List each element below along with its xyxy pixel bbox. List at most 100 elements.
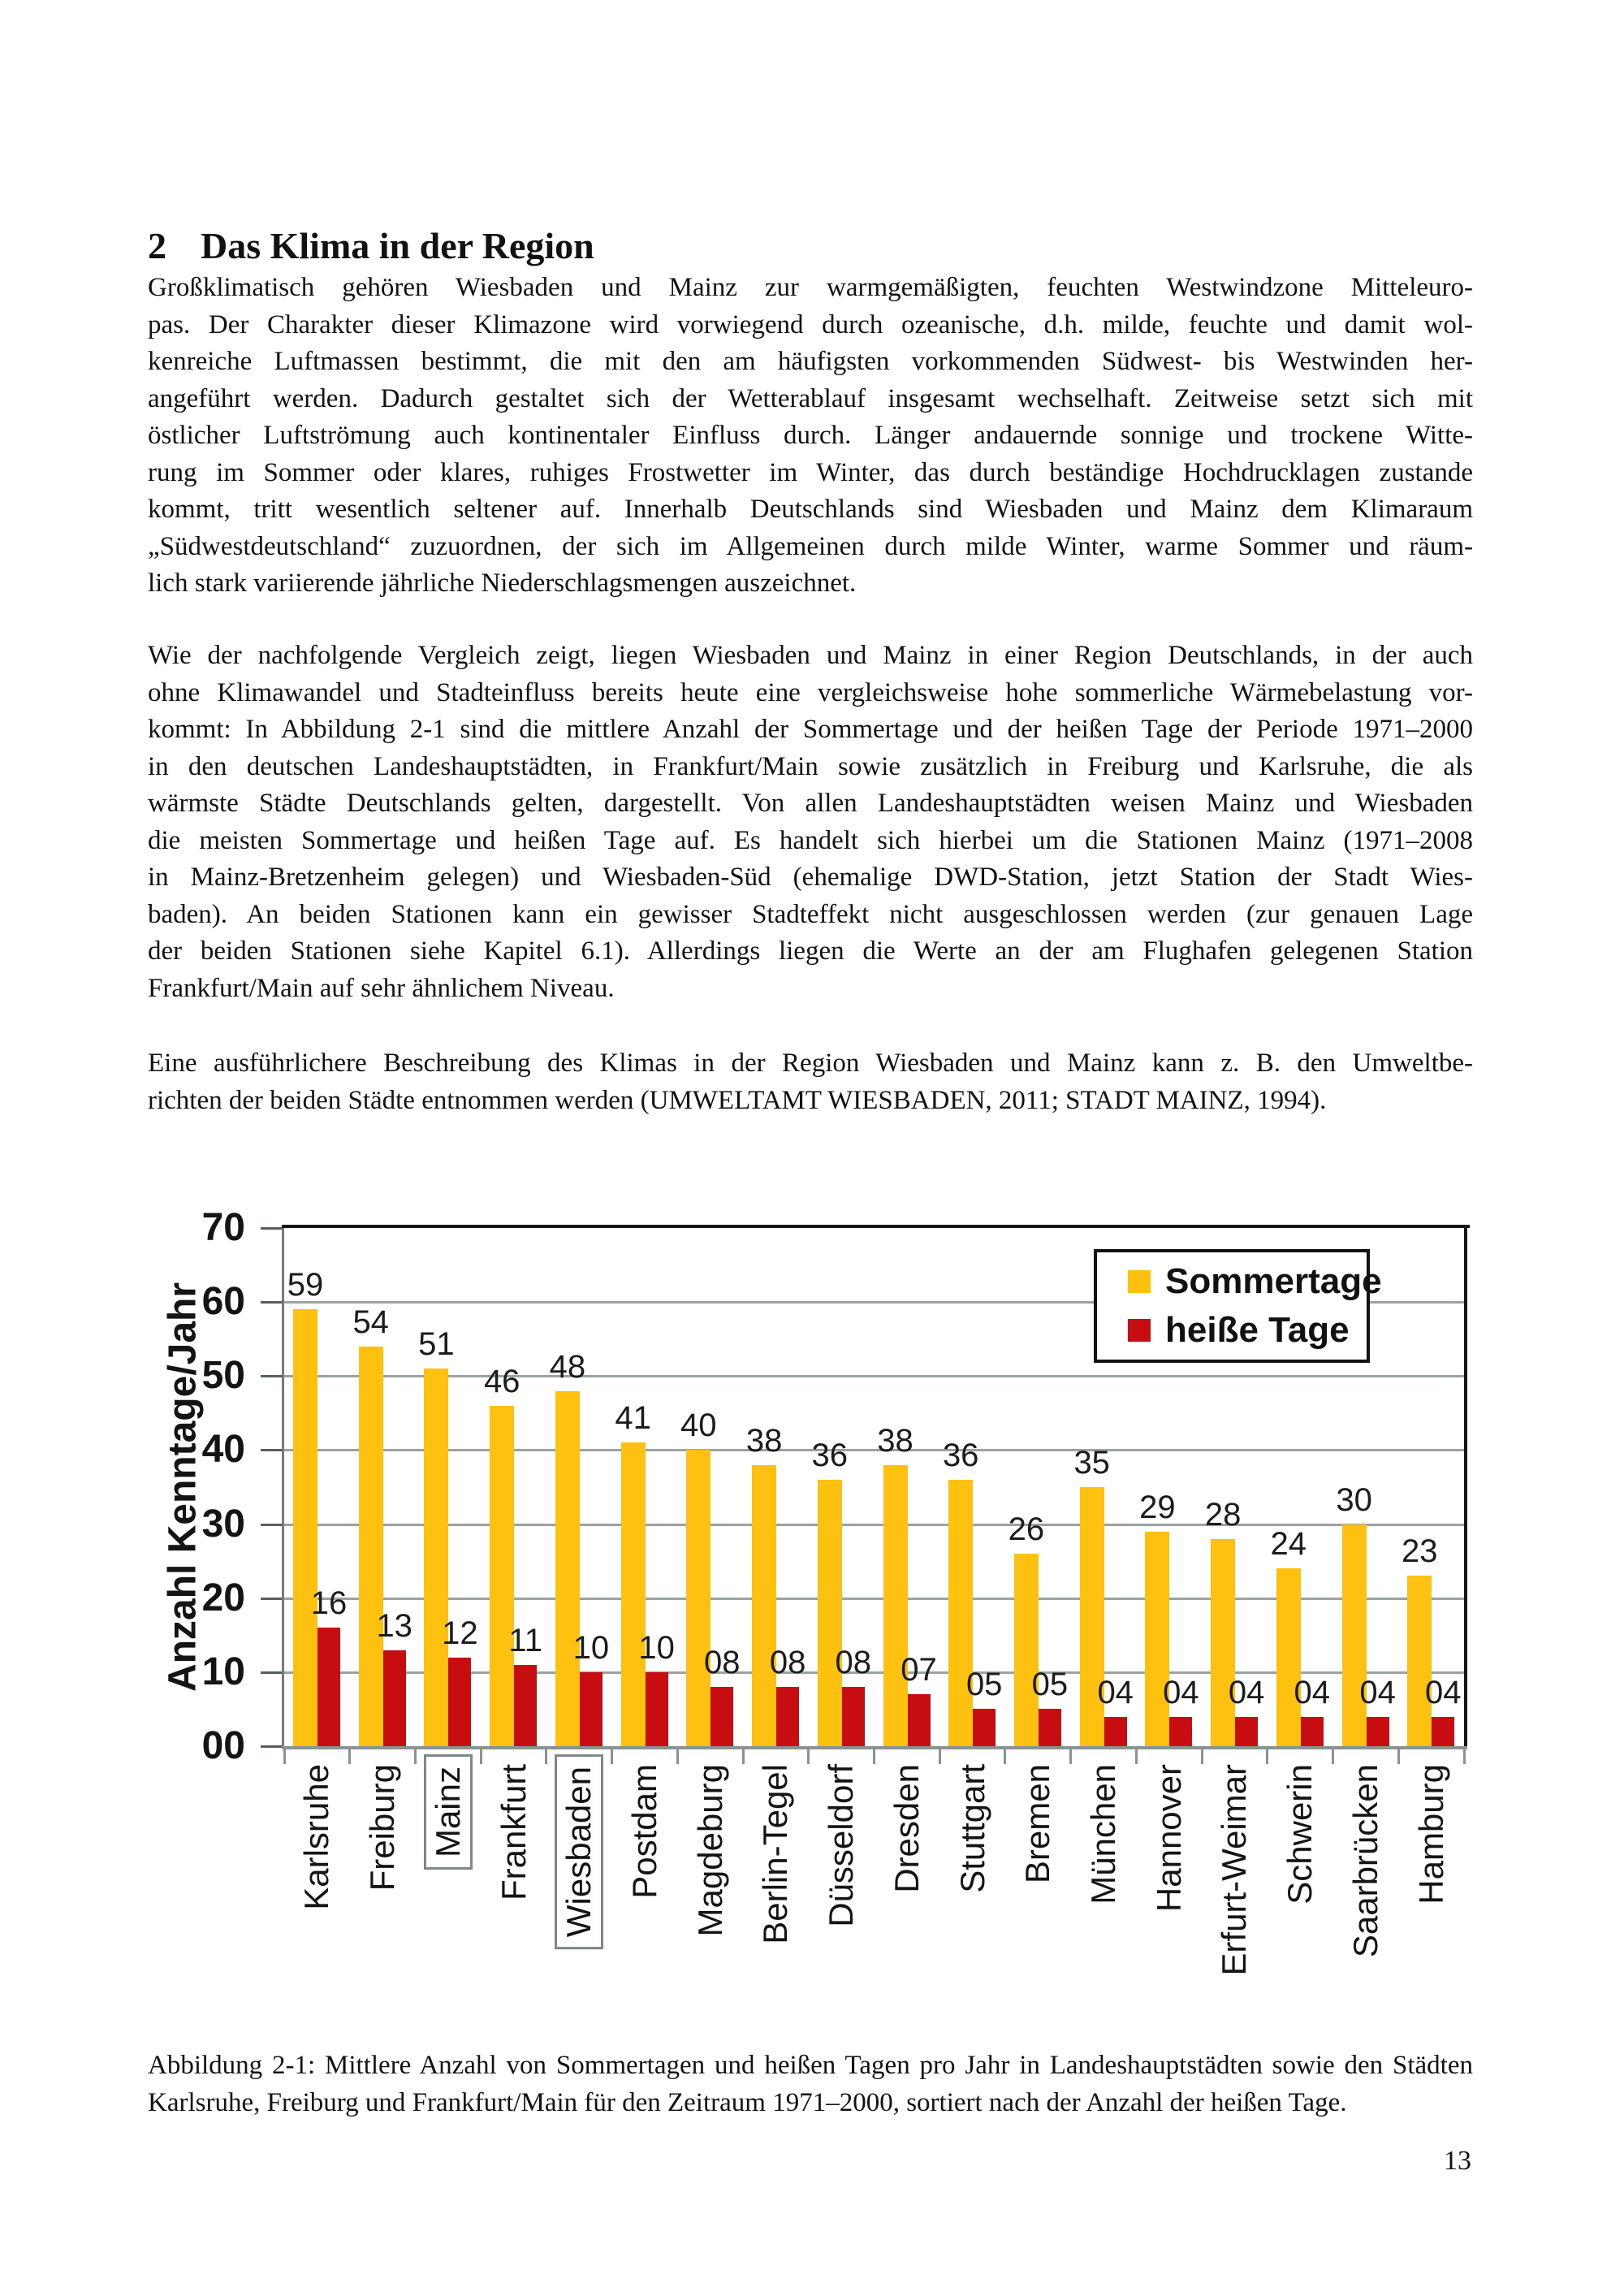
bar-sommertage-Saarbrücken (1341, 1524, 1367, 1746)
plot-border-top (282, 1225, 1470, 1228)
x-category-label-Bremen: Bremen (1005, 1764, 1071, 1883)
page-number: 13 (1444, 2146, 1471, 2176)
value-label-sommertage: 35 (1073, 1445, 1110, 1481)
y-tick-mark (261, 1745, 282, 1748)
value-label-sommertage: 59 (287, 1267, 324, 1304)
section-number: 2 (148, 224, 166, 266)
x-category-label-Wiesbaden: Wiesbaden (546, 1754, 612, 1950)
value-label-sommertage: 24 (1270, 1526, 1307, 1563)
value-label-sommertage: 46 (483, 1363, 520, 1399)
paragraph-line: kommt: In Abbildung 2-1 sind die mittler… (148, 715, 1473, 744)
paragraph-line: angeführt werden. Dadurch gestaltet sich… (148, 383, 1473, 413)
paragraph-line: Eine ausführlichere Beschreibung des Kli… (148, 1049, 1473, 1078)
bar-sommertage-München (1079, 1487, 1104, 1746)
x-category-label-text: Wiesbaden (555, 1754, 604, 1950)
bar-sommertage-Hannover (1145, 1531, 1170, 1746)
bar-sommertage-Wiesbaden (555, 1390, 580, 1746)
y-tick-mark (261, 1375, 282, 1378)
bar-heisse-tage-Dresden (907, 1694, 931, 1746)
x-axis-line (282, 1746, 1467, 1749)
x-category-label-text: Stuttgart (952, 1764, 991, 1893)
value-label-heisse-tage: 04 (1163, 1674, 1199, 1710)
bar-heisse-tage-Saarbrücken (1366, 1716, 1389, 1746)
x-category-label-text: Mainz (423, 1754, 473, 1870)
x-tick-mark (1266, 1746, 1269, 1764)
x-tick-mark (1200, 1746, 1203, 1764)
value-label-sommertage: 48 (549, 1348, 586, 1385)
paragraph-line: kommt, tritt wesentlich seltener auf. In… (148, 495, 1473, 524)
x-tick-mark (1332, 1746, 1335, 1764)
value-label-sommertage: 26 (1008, 1511, 1045, 1547)
x-tick-mark (938, 1746, 941, 1764)
x-category-label-text: Frankfurt (494, 1764, 533, 1901)
value-label-sommertage: 38 (877, 1422, 914, 1459)
gridline (284, 1449, 1464, 1452)
value-label-heisse-tage: 08 (835, 1645, 872, 1681)
figure-caption: Abbildung 2-1: Mittlere Anzahl von Somme… (148, 2047, 1473, 2121)
value-label-heisse-tage: 04 (1425, 1674, 1462, 1710)
x-tick-mark (807, 1746, 810, 1764)
paragraph-line: wärmste Städte Deutschlands gelten, darg… (148, 789, 1473, 818)
legend-label: heiße Tage (1165, 1310, 1350, 1350)
chart-legend: Sommertage heiße Tage (1094, 1249, 1382, 1363)
y-tick-mark (261, 1449, 282, 1452)
value-label-heisse-tage: 12 (442, 1615, 478, 1651)
legend-swatch-sommertage (1128, 1270, 1151, 1293)
value-label-heisse-tage: 04 (1359, 1674, 1396, 1710)
x-tick-mark (545, 1746, 548, 1764)
x-tick-mark (873, 1746, 875, 1764)
bar-heisse-tage-Wiesbaden (579, 1671, 603, 1746)
x-category-label-Freiburg: Freiburg (350, 1764, 416, 1891)
paragraph-line: der beiden Stationen siehe Kapitel 6.1).… (148, 936, 1473, 966)
bar-sommertage-Bremen (1013, 1554, 1039, 1746)
paragraph-line: „Südwestdeutschland“ zuzuordnen, der sic… (148, 531, 1473, 561)
paragraph-1: Großklimatisch gehören Wiesbaden und Mai… (148, 270, 1473, 603)
bar-sommertage-Stuttgart (948, 1479, 974, 1746)
value-label-heisse-tage: 04 (1097, 1674, 1134, 1710)
value-label-sommertage: 30 (1336, 1481, 1372, 1518)
paragraph-line: Großklimatisch gehören Wiesbaden und Mai… (148, 273, 1473, 302)
x-category-label-Hamburg: Hamburg (1398, 1764, 1464, 1905)
value-label-sommertage: 23 (1402, 1533, 1438, 1570)
value-label-heisse-tage: 16 (310, 1585, 348, 1622)
y-tick-label: 20 (201, 1576, 245, 1619)
paragraph-line: rung im Sommer oder klares, ruhiges Fros… (148, 457, 1473, 487)
x-category-label-Postdam: Postdam (612, 1764, 678, 1899)
x-category-label-text: Erfurt-Weimar (1215, 1764, 1254, 1976)
legend-swatch-heisse-tage (1128, 1319, 1151, 1342)
figure-bar-chart: Anzahl Kenntage/Jahr 70 60 50 40 30 20 10 00 59 1… (0, 1202, 1624, 2039)
gridline (284, 1597, 1464, 1600)
y-tick-label: 00 (201, 1724, 245, 1767)
bar-sommertage-Magdeburg (686, 1450, 711, 1746)
x-tick-mark (1462, 1746, 1466, 1764)
paragraph-line: lich stark variierende jährliche Nieders… (148, 569, 857, 598)
legend-row: Sommertage (1128, 1262, 1382, 1301)
x-category-label-text: Magdeburg (690, 1764, 729, 1937)
x-tick-mark (1397, 1746, 1400, 1764)
x-category-label-Stuttgart: Stuttgart (939, 1764, 1005, 1893)
value-label-heisse-tage: 04 (1228, 1674, 1265, 1710)
value-label-sommertage: 36 (942, 1437, 979, 1473)
paragraph-line: ohne Klimawandel und Stadteinfluss berei… (148, 677, 1473, 707)
y-tick-label: 30 (201, 1502, 245, 1546)
gridline (284, 1671, 1464, 1674)
x-tick-mark (283, 1746, 286, 1764)
y-tick-label: 60 (201, 1280, 245, 1324)
value-label-sommertage: 41 (615, 1400, 651, 1437)
x-category-label-text: Berlin-Tegel (756, 1764, 795, 1944)
value-label-heisse-tage: 04 (1294, 1674, 1331, 1710)
bar-sommertage-Hamburg (1407, 1576, 1432, 1746)
legend-label: Sommertage (1165, 1261, 1382, 1301)
plot-border-right (1464, 1225, 1467, 1749)
x-tick-mark (479, 1746, 482, 1764)
bar-heisse-tage-Postdam (645, 1671, 668, 1746)
bar-heisse-tage-Stuttgart (973, 1709, 996, 1746)
x-category-label-München: München (1071, 1764, 1137, 1905)
paragraph-line: in Mainz-Bretzenheim gelegen) und Wiesba… (148, 863, 1473, 892)
bar-sommertage-Frankfurt (490, 1405, 515, 1746)
value-label-sommertage: 54 (352, 1304, 389, 1340)
value-label-heisse-tage: 11 (508, 1622, 542, 1658)
x-category-label-Saarbrücken: Saarbrücken (1333, 1764, 1399, 1957)
value-label-heisse-tage: 13 (376, 1607, 412, 1644)
